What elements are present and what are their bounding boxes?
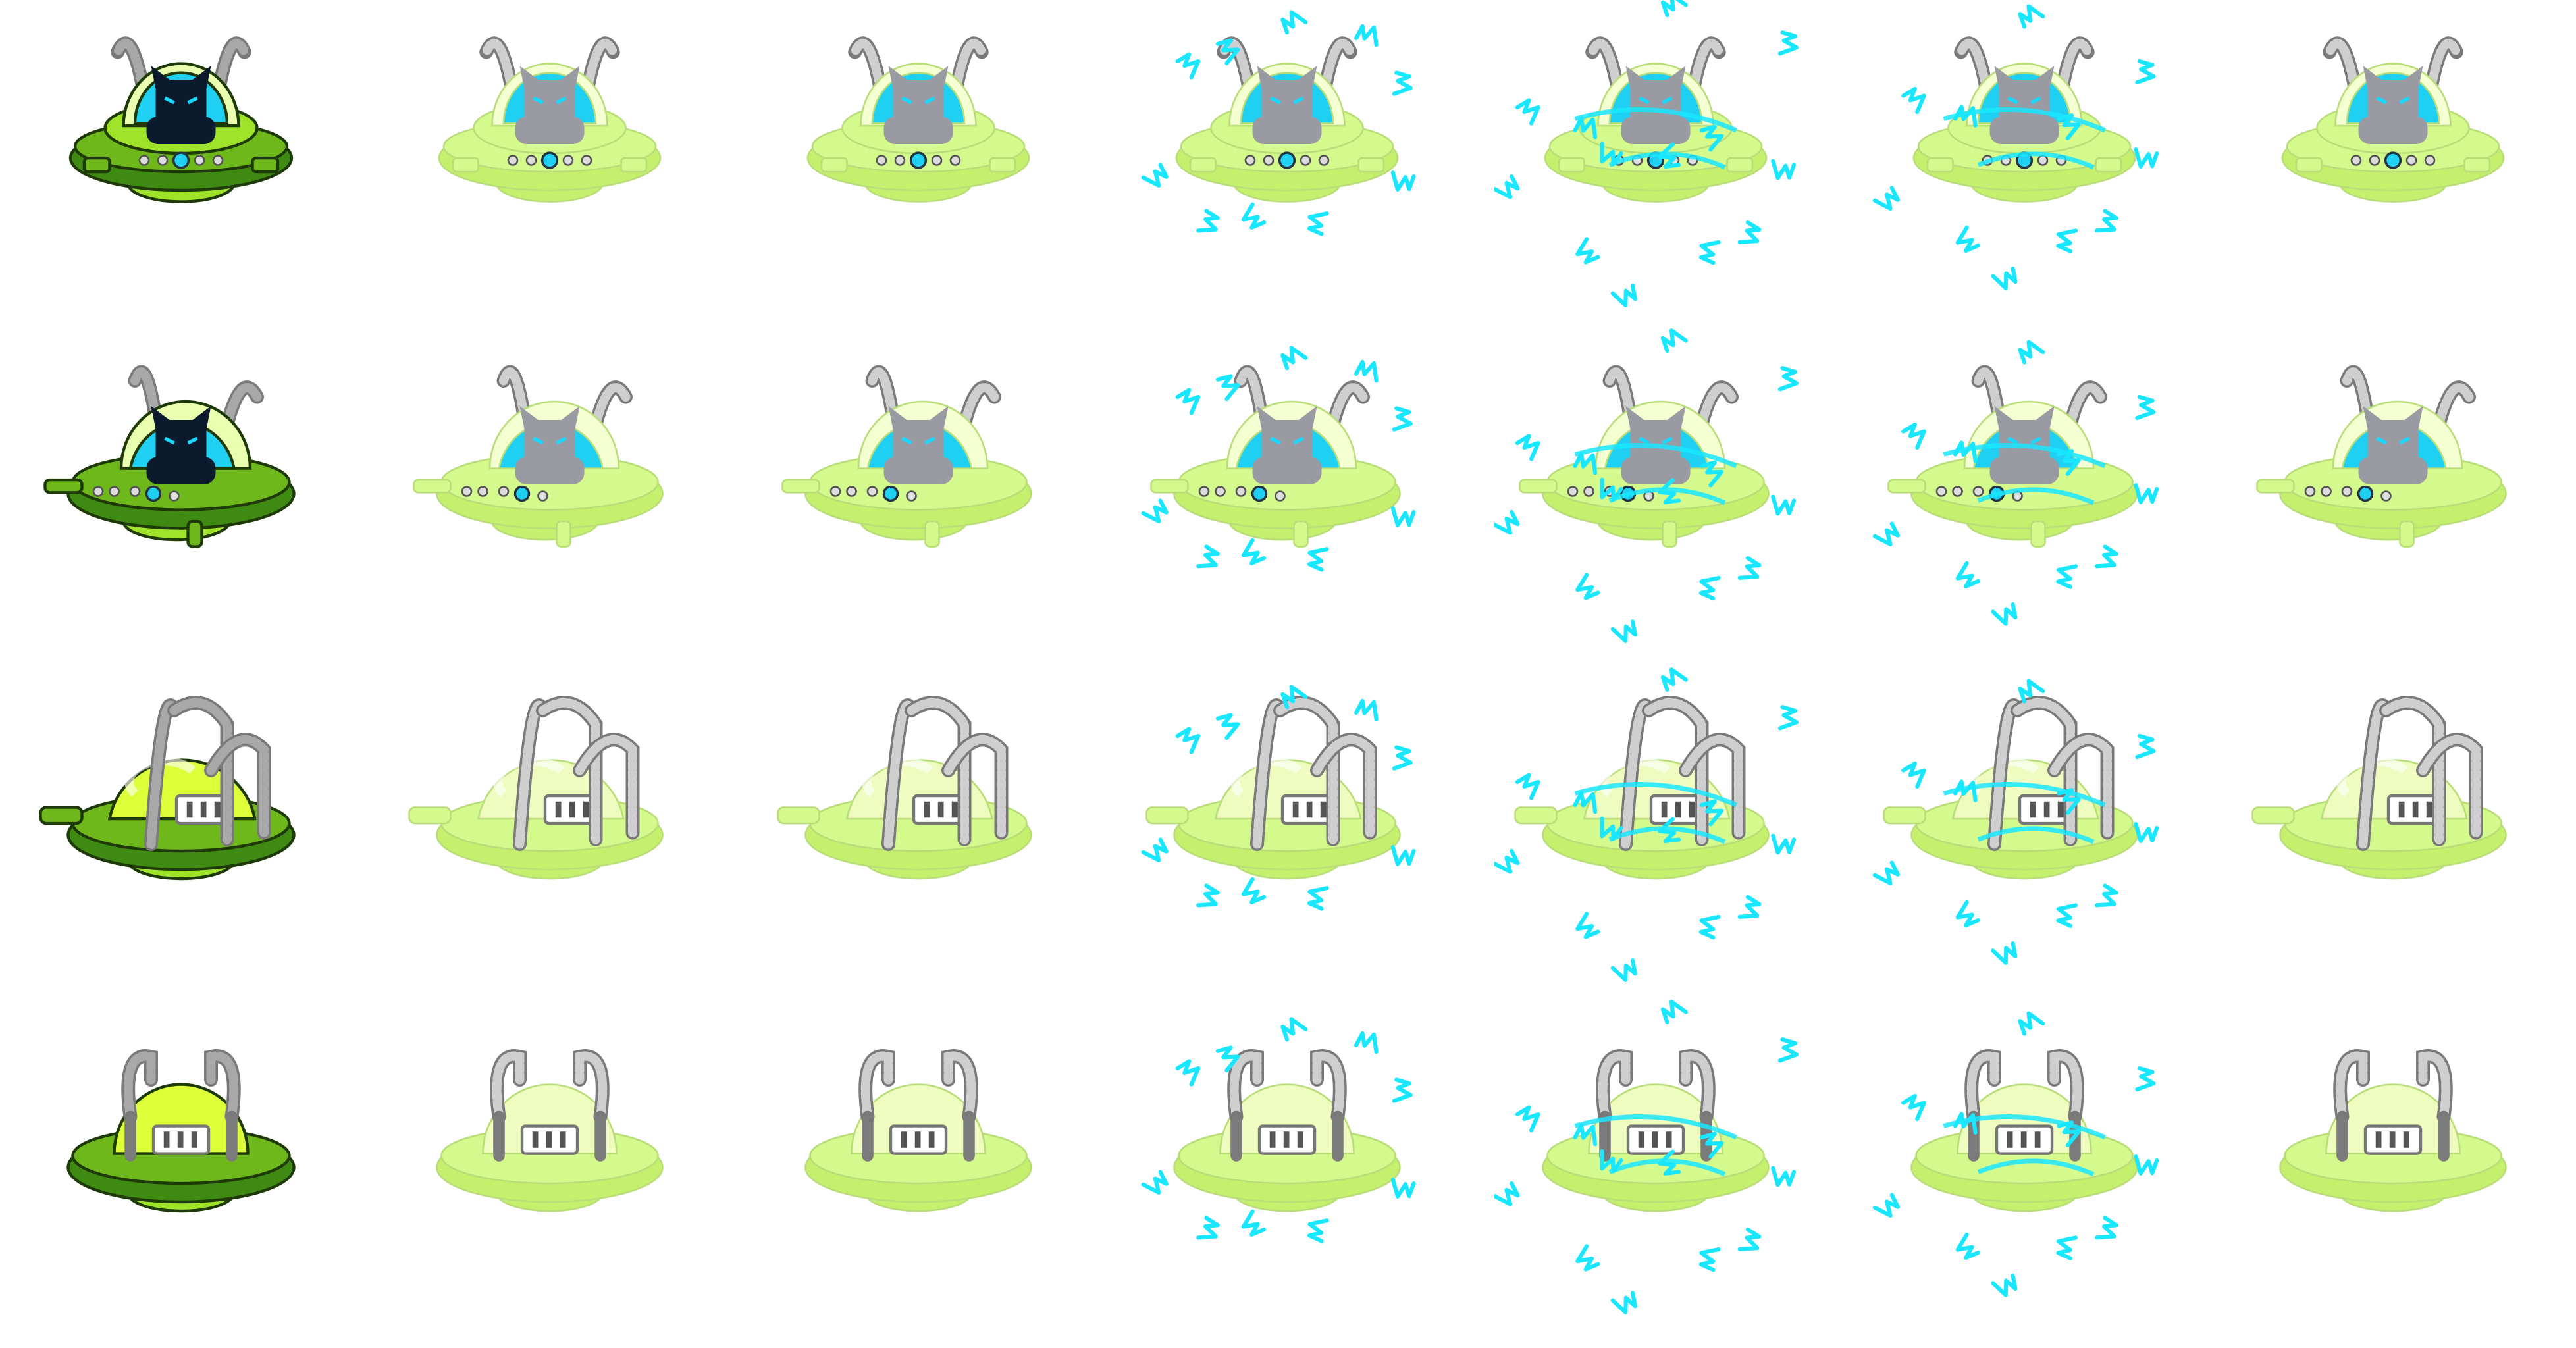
side-view-saucer-icon: [1141, 684, 1416, 911]
electric-sparks: [1872, 4, 2159, 290]
side-frame-3: [757, 644, 1080, 989]
front-frame-2: [388, 0, 711, 315]
three-quarter-frame-1: [20, 305, 342, 650]
side-view-saucer-icon: [408, 695, 664, 879]
back-frame-7: [2232, 976, 2554, 1322]
electric-sparks: [1494, 667, 1799, 982]
front-view-saucer-icon: [1141, 9, 1416, 236]
three-quarter-frame-5: [1494, 305, 1817, 650]
electric-sparks: [1141, 345, 1416, 572]
side-view-saucer-icon: [1872, 679, 2159, 965]
back-frame-4: [1126, 976, 1448, 1322]
back-view-saucer-icon: [1141, 1016, 1416, 1243]
back-view-saucer-icon: [1494, 999, 1799, 1314]
three-quarter-view-saucer-icon: [1494, 328, 1799, 643]
electric-sparks: [1494, 0, 1799, 307]
front-frame-1: [20, 0, 342, 315]
front-view-saucer-icon: [68, 36, 294, 203]
three-quarter-frame-4: [1126, 305, 1448, 650]
back-view-saucer-icon: [436, 1049, 664, 1212]
side-frame-4: [1126, 644, 1448, 989]
back-view-saucer-icon: [2279, 1049, 2507, 1212]
front-view-saucer-icon: [1872, 4, 2159, 290]
front-frame-6: [1863, 0, 2186, 315]
side-frame-6: [1863, 644, 2186, 989]
electric-sparks: [1872, 340, 2159, 626]
side-view-saucer-icon: [777, 695, 1032, 879]
three-quarter-view-saucer-icon: [1872, 340, 2159, 626]
three-quarter-frame-2: [388, 305, 711, 650]
three-quarter-view-saucer-icon: [1141, 345, 1416, 572]
front-view-saucer-icon: [1494, 0, 1799, 307]
electric-sparks: [1872, 679, 2159, 965]
side-frame-1: [20, 644, 342, 989]
three-quarter-view-saucer-icon: [43, 365, 296, 548]
back-frame-6: [1863, 976, 2186, 1322]
three-quarter-view-saucer-icon: [413, 365, 664, 548]
electric-sparks: [1494, 328, 1799, 643]
back-view-saucer-icon: [804, 1049, 1032, 1212]
back-frame-2: [388, 976, 711, 1322]
front-frame-4: [1126, 0, 1448, 315]
electric-sparks: [1872, 1011, 2159, 1297]
three-quarter-frame-3: [757, 305, 1080, 650]
back-view-saucer-icon: [1872, 1011, 2159, 1297]
front-view-saucer-icon: [2281, 36, 2505, 203]
side-frame-7: [2232, 644, 2554, 989]
electric-sparks: [1494, 999, 1799, 1314]
side-frame-5: [1494, 644, 1817, 989]
side-view-saucer-icon: [39, 695, 296, 880]
front-frame-3: [757, 0, 1080, 315]
three-quarter-view-saucer-icon: [2256, 365, 2507, 548]
electric-sparks: [1141, 9, 1416, 236]
front-frame-7: [2232, 0, 2554, 315]
side-view-saucer-icon: [1494, 667, 1799, 982]
back-view-saucer-icon: [66, 1049, 296, 1212]
electric-sparks: [1141, 1016, 1416, 1243]
front-view-saucer-icon: [438, 36, 662, 203]
back-frame-3: [757, 976, 1080, 1322]
front-view-saucer-icon: [806, 36, 1030, 203]
front-frame-5: [1494, 0, 1817, 315]
three-quarter-view-saucer-icon: [781, 365, 1032, 548]
back-frame-1: [20, 976, 342, 1322]
side-view-saucer-icon: [2251, 695, 2507, 879]
three-quarter-frame-6: [1863, 305, 2186, 650]
side-frame-2: [388, 644, 711, 989]
electric-sparks: [1141, 684, 1416, 911]
back-frame-5: [1494, 976, 1817, 1322]
three-quarter-frame-7: [2232, 305, 2554, 650]
